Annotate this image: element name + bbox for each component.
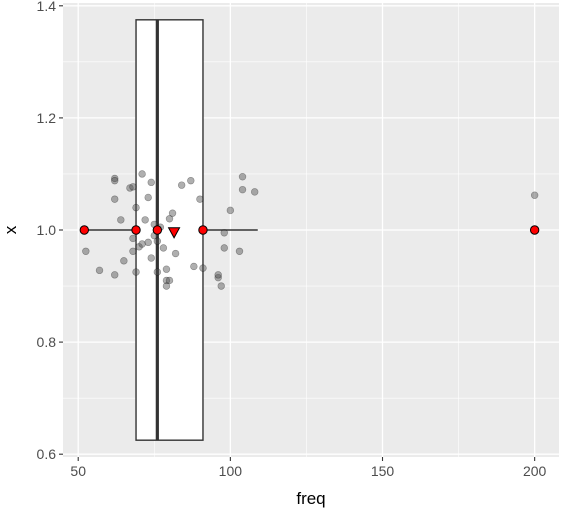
- data-point: [111, 174, 119, 183]
- data-point: [165, 215, 174, 223]
- data-point: [168, 209, 177, 217]
- x-tick-label: 200: [523, 463, 547, 479]
- data-point: [190, 262, 198, 271]
- summary-point: [152, 225, 163, 235]
- data-point: [117, 216, 125, 224]
- data-point: [120, 257, 128, 265]
- data-point: [135, 243, 143, 251]
- data-point: [162, 282, 171, 290]
- data-point: [235, 247, 244, 255]
- data-point: [153, 237, 162, 245]
- data-point: [153, 268, 162, 276]
- x-axis-title: freq: [296, 489, 325, 508]
- data-point: [132, 203, 140, 212]
- data-point: [138, 170, 146, 178]
- data-point: [220, 244, 228, 252]
- data-point: [159, 244, 168, 252]
- y-tick-label: 0.6: [37, 446, 57, 462]
- data-point: [111, 195, 119, 203]
- data-point: [220, 229, 228, 237]
- data-point: [129, 183, 137, 191]
- summary-point: [198, 225, 208, 235]
- data-point: [214, 271, 222, 279]
- data-point: [147, 254, 155, 262]
- data-point: [530, 191, 539, 199]
- data-point: [187, 176, 195, 185]
- y-tick-label: 0.8: [37, 334, 57, 350]
- data-point: [162, 276, 171, 285]
- data-point: [177, 181, 186, 189]
- y-tick-label: 1.2: [37, 110, 57, 126]
- data-point: [196, 195, 204, 203]
- data-point: [214, 273, 222, 282]
- summary-point: [529, 225, 540, 235]
- x-tick-label: 100: [219, 463, 243, 479]
- data-point: [126, 184, 134, 192]
- summary-point: [79, 225, 90, 235]
- data-point: [251, 188, 259, 196]
- mean-marker: [167, 227, 181, 239]
- summary-points: [79, 225, 540, 239]
- y-tick-label: 1.4: [37, 0, 57, 14]
- summary-point: [131, 225, 141, 235]
- x-tick-label: 150: [371, 463, 395, 479]
- data-point: [82, 247, 90, 255]
- data-point: [162, 265, 171, 273]
- data-point: [171, 249, 180, 258]
- x-tick-label: 50: [70, 463, 86, 479]
- data-point: [238, 173, 247, 181]
- data-point: [217, 282, 225, 290]
- y-axis-title: x: [1, 225, 20, 234]
- data-point: [199, 264, 207, 272]
- x-axis: 50 100 150 200: [70, 457, 547, 479]
- data-point: [129, 247, 137, 255]
- data-point: [144, 238, 152, 247]
- data-point: [226, 206, 235, 215]
- data-point: [165, 276, 174, 285]
- data-point: [141, 216, 149, 224]
- y-axis: 0.6 0.8 1.0 1.2 1.4: [37, 0, 63, 462]
- jitter-points: [82, 170, 539, 290]
- data-point: [147, 178, 155, 187]
- data-point: [144, 193, 152, 202]
- data-point: [95, 266, 104, 275]
- y-tick-label: 1.0: [37, 222, 57, 238]
- data-point: [129, 234, 137, 243]
- data-point: [132, 268, 140, 276]
- data-point: [138, 240, 146, 248]
- data-point: [238, 185, 247, 194]
- data-point: [111, 176, 119, 185]
- data-point: [111, 271, 119, 279]
